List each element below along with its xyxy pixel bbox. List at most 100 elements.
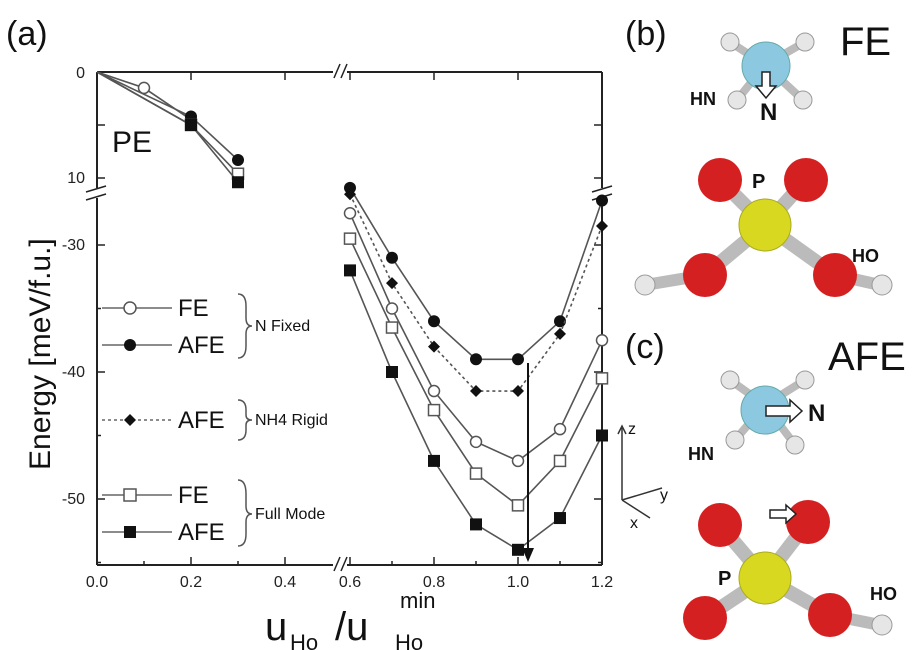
x-tick-label: 1.2 [591,574,613,591]
legend-marker [123,488,137,502]
data-point [385,302,399,315]
legend-brace-label: NH4 Rigid [255,412,328,429]
legend-row-afe-full: AFE [102,519,225,546]
po4-ho-label-c: HO [870,584,897,604]
x-tick-label: 0.4 [274,574,296,591]
data-point [511,454,525,468]
data-point [386,251,398,264]
data-point [595,372,609,385]
legend-brace-label: N Fixed [255,318,310,335]
data-point [428,315,440,328]
nh4-n-label-b: N [760,99,777,126]
data-point [596,219,608,232]
data-point [232,153,244,166]
data-point [469,435,483,449]
legend-row-afe-nh4rigid: AFE [102,407,225,434]
data-point [511,499,525,512]
legend-brace [237,293,253,359]
y-tick-label: -30 [62,237,85,254]
legend-label: AFE [178,407,225,434]
panel-label-c: (c) [625,328,665,366]
y-tick-label: 0 [76,65,85,82]
data-point [596,194,608,207]
data-point [386,366,398,378]
legend-label: FE [178,295,209,322]
x-tick-label: 0.2 [180,574,202,591]
legend-row-afe-nfixed: AFE [102,332,225,359]
data-point [469,467,483,480]
series-full-mode-afe [96,71,608,556]
inset-pe-label: PE [112,126,152,159]
x-tick-label: 0.8 [423,574,445,591]
po4-molecule-fe: P HO [634,158,893,297]
energy-arrow [522,363,534,562]
data-point [554,315,566,328]
data-point [428,340,440,353]
data-point [344,188,356,201]
series-nh4-rigid-afe [344,188,608,398]
x-axis-title-slash: /u [335,605,368,649]
data-point [553,454,567,468]
legend-marker [124,414,136,426]
x-tick-labels: 0.0 0.2 0.4 0.6 0.8 1.0 1.2 [86,574,613,591]
data-point [343,232,357,245]
legend-brace [237,399,253,441]
nh4-molecule-afe: N HN [688,370,825,464]
legend-label: AFE [178,332,225,359]
legend-row-fe-full: FE [102,482,209,509]
y-axis-title: Energy [meV/f.u.] [24,238,57,470]
data-point [554,327,566,340]
po4-p-label-c: P [718,568,731,590]
axis-ticks [96,71,603,565]
nh4-molecule-fe: N HN [690,32,815,126]
series-full-mode-fe [96,71,609,512]
y-tick-labels: 0 10 -30 -40 -50 [62,65,85,508]
panel-label-a: (a) [6,15,48,53]
data-point [596,429,608,442]
y-tick-label: -40 [62,364,85,381]
nh4-hn-label-b: HN [690,89,716,109]
plot-frame [96,71,603,566]
po4-p-label-b: P [752,171,765,193]
data-point [343,207,357,220]
data-point [427,403,441,417]
panel-b-title: FE [840,20,891,64]
data-point [344,181,356,194]
series-n-fixed-afe [96,71,608,366]
nh4-hn-label-c: HN [688,444,714,464]
x-axis-title-sup: min [400,588,435,613]
data-point [470,385,482,398]
y-tick-label: -50 [62,491,85,508]
x-axis-title-sub2: Ho [395,630,423,650]
legend-brace-label: Full Mode [255,506,325,523]
data-point [512,385,524,398]
series-layer [96,71,609,556]
x-tick-label: 0.0 [86,574,108,591]
data-point [385,321,399,334]
x-axis-title-sub: Ho [290,630,318,650]
data-point [512,353,524,366]
legend: FE AFE N Fixed AFE NH4 Rigid FE AFE Full… [102,293,328,547]
legend-brace [237,479,253,547]
legend-marker [124,526,136,538]
legend-marker [124,339,136,351]
legend-label: AFE [178,519,225,546]
x-axis-title: u Ho /u min Ho [265,588,435,650]
data-point [232,176,244,189]
data-point [185,119,197,131]
data-point [427,384,441,398]
data-point [470,353,482,366]
y-tick-label: 10 [67,170,85,187]
legend-marker [123,301,137,315]
legend-label: FE [178,482,209,509]
data-point [470,518,482,531]
data-point [554,512,566,525]
data-point [386,277,398,290]
coord-axes: z y x [617,421,668,532]
data-point [512,543,524,556]
coord-x-label: x [630,515,638,532]
axis-breaks [85,63,613,572]
data-point [595,334,609,347]
coord-y-label: y [660,487,668,504]
